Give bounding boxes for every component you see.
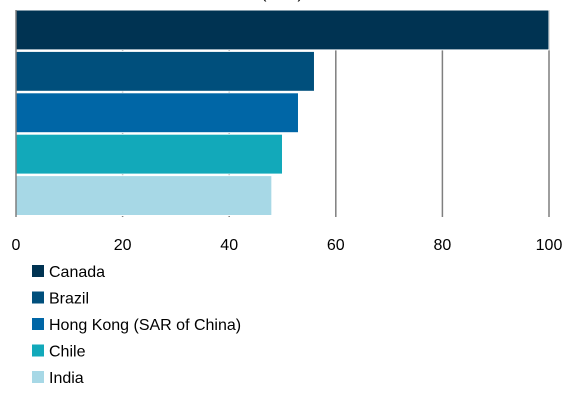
x-tick-labels: 0 20 40 60 80 100 — [12, 237, 563, 254]
legend-swatch-canada — [32, 265, 44, 277]
bars — [15, 9, 550, 217]
legend-label-india: India — [49, 370, 84, 387]
legend-label-chile: Chile — [49, 344, 86, 361]
legend-item-chile: Chile — [32, 344, 86, 361]
legend-label-brazil: Brazil — [49, 291, 89, 308]
legend-item-india: India — [32, 370, 84, 387]
bar-chile — [15, 133, 283, 175]
x-tick-label-100: 100 — [536, 237, 563, 254]
legend-label-canada: Canada — [49, 264, 105, 281]
bar-hong-kong-sar-of-china — [15, 92, 299, 134]
legend-swatch-brazil — [32, 291, 44, 304]
x-tick-label-40: 40 — [220, 237, 238, 254]
legend-item-hong-kong-sar-of-china: Hong Kong (SAR of China) — [32, 317, 241, 334]
x-tick-label-80: 80 — [434, 237, 452, 254]
legend-swatch-hong-kong-sar-of-china — [32, 318, 44, 330]
x-tick-label-60: 60 — [327, 237, 345, 254]
legend-item-brazil: Brazil — [32, 291, 89, 308]
x-tick-label-20: 20 — [114, 237, 132, 254]
legend: Canada Brazil Hong Kong (SAR of China) Chil… — [32, 264, 241, 387]
legend-swatch-chile — [32, 344, 44, 357]
bar-brazil — [15, 50, 315, 92]
bar-canada — [15, 9, 550, 51]
legend-label-hong-kong-sar-of-china: Hong Kong (SAR of China) — [49, 317, 241, 334]
legend-item-canada: Canada — [32, 264, 105, 281]
chart-title: (... ...) — [261, 0, 303, 2]
x-tick-label-0: 0 — [12, 237, 21, 254]
legend-swatch-india — [32, 371, 44, 383]
bar-india — [15, 175, 273, 217]
